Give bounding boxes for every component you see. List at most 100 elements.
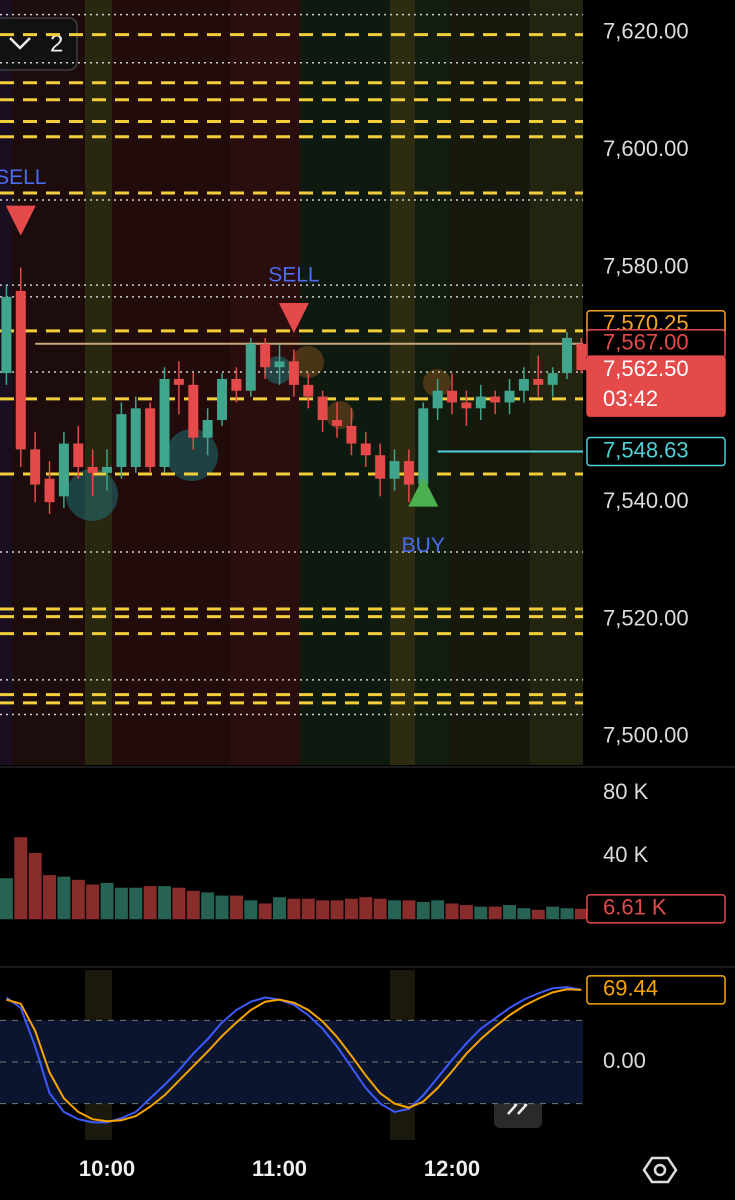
candle-body xyxy=(145,408,156,467)
volume-bar xyxy=(373,898,387,920)
interval-badge[interactable]: 2 xyxy=(0,17,78,71)
candle-body xyxy=(1,296,12,374)
signal-label: BUY xyxy=(402,534,445,557)
y-tick-label: 40 K xyxy=(603,842,649,867)
volume-bar xyxy=(416,901,430,920)
y-tick-label: 7,600.00 xyxy=(603,136,689,161)
volume-bar xyxy=(273,897,287,920)
candle-body xyxy=(30,449,41,485)
candle-body xyxy=(562,337,573,374)
volume-bar xyxy=(459,905,473,920)
oscillator-line xyxy=(5,986,582,1124)
indicator-bubbles xyxy=(66,346,451,521)
price-label: 69.44 xyxy=(603,976,658,1001)
candle-body xyxy=(576,343,587,371)
y-tick-label: 0.00 xyxy=(603,1048,646,1073)
candle-body xyxy=(58,443,69,497)
y-tick-label: 7,500.00 xyxy=(603,723,689,748)
candle-body xyxy=(303,384,314,397)
candle-body xyxy=(102,466,113,473)
signal-marker xyxy=(5,205,36,236)
candle-body xyxy=(332,420,343,426)
settings-icon[interactable] xyxy=(642,1156,678,1184)
volume-bar xyxy=(344,898,358,920)
candle-body xyxy=(116,414,127,467)
candle-body xyxy=(533,378,544,385)
candle-body xyxy=(375,455,386,479)
volume-bar xyxy=(359,897,373,920)
candle-body xyxy=(188,384,199,438)
candle-body xyxy=(475,396,486,409)
volume-bar xyxy=(129,887,143,920)
volume-bar xyxy=(0,878,13,920)
candle-body xyxy=(159,378,170,467)
candle-body xyxy=(217,378,228,421)
candle-body xyxy=(490,396,501,403)
candle-body xyxy=(73,443,84,467)
volume-bar xyxy=(287,898,301,920)
volume-bar xyxy=(186,890,200,920)
volume-bar xyxy=(388,900,402,920)
candle-body xyxy=(418,408,429,485)
candle-body xyxy=(360,443,371,456)
volume-bar xyxy=(301,898,315,920)
y-tick-label: 7,520.00 xyxy=(603,605,689,630)
volume-bar xyxy=(531,909,545,920)
candle-body xyxy=(15,290,26,450)
x-tick-label: 11:00 xyxy=(252,1156,307,1181)
candle-body xyxy=(389,461,400,479)
x-tick-label: 12:00 xyxy=(424,1156,480,1181)
y-tick-label: 7,540.00 xyxy=(603,488,689,513)
volume-bar xyxy=(560,908,574,920)
countdown: 03:42 xyxy=(603,386,658,411)
signal-label: SELL xyxy=(0,166,46,189)
volume-bar xyxy=(172,887,186,920)
volume-bar xyxy=(488,906,502,920)
volume-bar xyxy=(43,875,57,920)
volume-bar xyxy=(244,900,258,920)
volume-bar xyxy=(517,908,531,920)
volume-bar xyxy=(114,887,128,920)
candle-body xyxy=(130,408,141,467)
candle-body xyxy=(317,396,328,421)
volume-bar xyxy=(474,906,488,920)
candle-body xyxy=(173,378,184,385)
y-tick-label: 7,580.00 xyxy=(603,253,689,278)
volume-bar xyxy=(86,884,100,920)
volume-bar xyxy=(258,903,272,920)
candle-body xyxy=(346,425,357,444)
price-label-box xyxy=(586,436,726,467)
volume-bar xyxy=(28,852,42,920)
volume-bar xyxy=(201,892,215,920)
volume-bar xyxy=(574,908,588,920)
volume-bar xyxy=(158,886,172,920)
volume-bar xyxy=(445,903,459,920)
chevron xyxy=(9,37,31,50)
candle-body xyxy=(274,361,285,368)
candle-body xyxy=(504,390,515,403)
volume-bar xyxy=(143,886,157,920)
volume-bar xyxy=(215,895,229,920)
price-label-box xyxy=(586,894,726,924)
signal-label: SELL xyxy=(268,264,319,287)
price-label: 7,567.00 xyxy=(603,330,689,355)
volume-bar xyxy=(14,837,28,920)
volume-bar xyxy=(546,906,560,920)
volume-bar xyxy=(431,900,445,920)
volume-bar xyxy=(71,879,85,920)
candle-body xyxy=(202,420,213,438)
candle-body xyxy=(461,402,472,409)
candle-body xyxy=(245,343,256,391)
price-label-box xyxy=(586,355,726,417)
candle-body xyxy=(518,378,529,391)
price-label: 7,548.63 xyxy=(603,437,689,462)
time-axis-bg xyxy=(0,1140,735,1200)
volume-bar xyxy=(57,876,71,920)
session-background xyxy=(0,0,583,1140)
volume-bar xyxy=(503,905,517,920)
signal-marker xyxy=(408,476,439,507)
candle-body xyxy=(87,466,98,473)
volume-bar xyxy=(402,900,416,920)
price-label: 6.61 K xyxy=(603,895,667,920)
